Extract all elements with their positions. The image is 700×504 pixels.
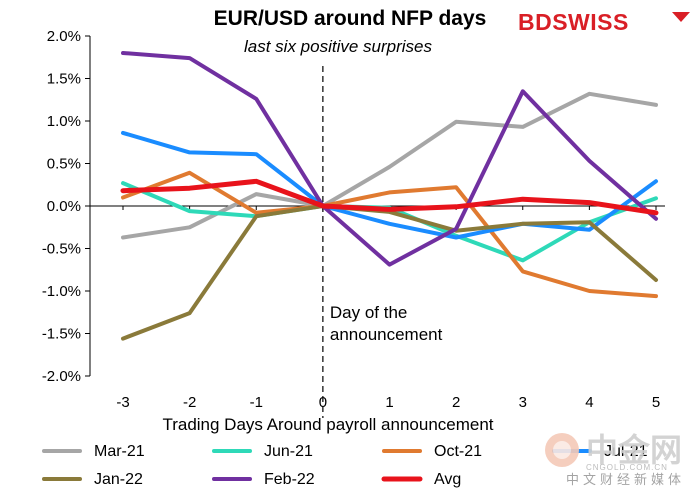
legend-item-feb-22: Feb-22 xyxy=(212,471,315,488)
x-tick-label: 3 xyxy=(519,394,527,411)
y-axis: 2.0% 1.5% 1.0% 0.5% 0.0% -0.5% -1.0% -1.5% -2.0% xyxy=(42,28,91,385)
legend-label: Jan-22 xyxy=(94,471,143,488)
watermark-subtitle: 中文财经新媒体 xyxy=(566,472,685,487)
series-line-feb-22 xyxy=(121,51,658,267)
watermark-url: CNGOLD.COM.CN xyxy=(586,463,668,472)
x-tick-label: 5 xyxy=(652,394,660,411)
series-line-avg xyxy=(120,178,659,216)
legend-label: Jun-21 xyxy=(264,443,313,460)
legend-item-oct-21: Oct-21 xyxy=(382,443,482,460)
chart-title: EUR/USD around NFP days xyxy=(214,7,487,30)
series-layer xyxy=(120,51,659,341)
x-tick-label: 0 xyxy=(319,394,327,411)
y-tick-label: 0.0% xyxy=(47,198,81,215)
series-line-mar-21 xyxy=(121,91,658,240)
watermark-logo-icon-inner xyxy=(553,441,571,459)
legend: Mar-21 Jun-21 Oct-21 Jul-21 Jan-22 Feb-22 Avg xyxy=(42,443,648,488)
x-axis: -3 -2 -1 0 1 2 3 4 5 xyxy=(116,206,660,411)
watermark-title: 中金网 xyxy=(586,432,682,468)
x-tick-label: -2 xyxy=(183,394,196,411)
x-tick-label: 2 xyxy=(452,394,460,411)
y-tick-label: 0.5% xyxy=(47,156,81,173)
x-tick-label: 4 xyxy=(585,394,593,411)
brand-logo-mark xyxy=(672,12,690,22)
legend-label: Jul-21 xyxy=(604,443,648,460)
announcement-label-line-1: Day of the xyxy=(330,303,408,322)
x-tick-label: -3 xyxy=(116,394,129,411)
legend-item-mar-21: Mar-21 xyxy=(42,443,145,460)
series-line-jul-21 xyxy=(121,130,658,240)
y-tick-label: -1.5% xyxy=(42,326,81,343)
legend-label: Avg xyxy=(434,471,461,488)
chart-subtitle: last six positive surprises xyxy=(244,37,433,56)
legend-label: Mar-21 xyxy=(94,443,145,460)
y-tick-label: 1.0% xyxy=(47,113,81,130)
y-tick-label: 2.0% xyxy=(47,28,81,45)
x-axis-label: Trading Days Around payroll announcement xyxy=(162,415,493,434)
brand-logo-text: BDSWISS xyxy=(518,9,629,35)
y-tick-label: -1.0% xyxy=(42,283,81,300)
y-tick-label: -0.5% xyxy=(42,241,81,258)
y-tick-label: 1.5% xyxy=(47,71,81,88)
legend-label: Oct-21 xyxy=(434,443,482,460)
legend-item-avg: Avg xyxy=(381,471,461,488)
announcement-label-line-2: announcement xyxy=(330,325,443,344)
legend-label: Feb-22 xyxy=(264,471,315,488)
watermark: 中金网 中文财经新媒体 CNGOLD.COM.CN xyxy=(545,432,685,487)
x-tick-label: 1 xyxy=(385,394,393,411)
y-tick-label: -2.0% xyxy=(42,368,81,385)
legend-item-jun-21: Jun-21 xyxy=(212,443,313,460)
series-line-jan-22 xyxy=(121,204,658,341)
x-tick-label: -1 xyxy=(250,394,263,411)
legend-item-jan-22: Jan-22 xyxy=(42,471,143,488)
brand-logo: BDSWISS xyxy=(518,9,690,35)
